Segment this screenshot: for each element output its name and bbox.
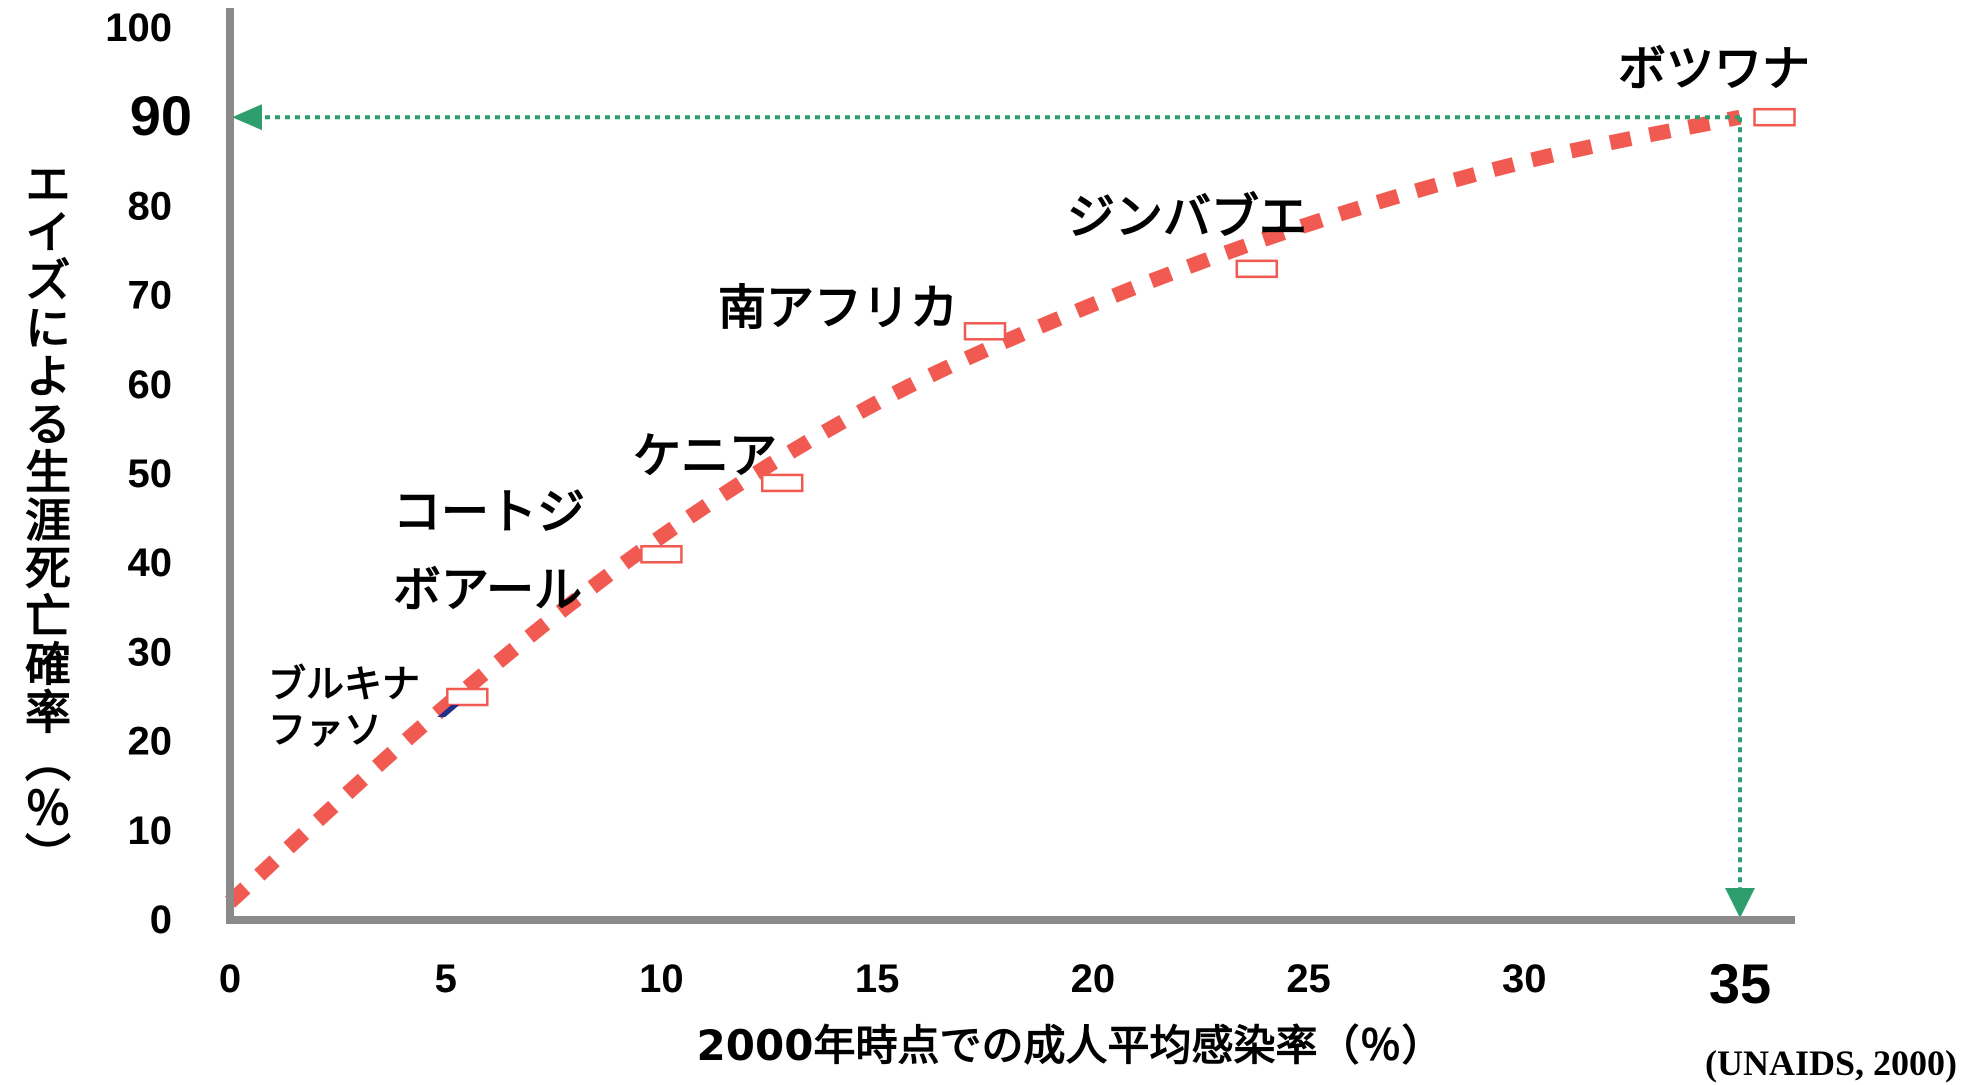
point-label: ブルキナ xyxy=(268,662,420,706)
data-point-marker xyxy=(446,687,489,707)
axes-layer xyxy=(226,8,1795,924)
y-tick-label: 100 xyxy=(105,6,172,50)
y-tick-label: 50 xyxy=(128,452,173,496)
x-tick-label: 15 xyxy=(855,957,900,1001)
point-label: ジンバブエ xyxy=(1067,189,1307,245)
x-tick-label: 10 xyxy=(639,957,684,1001)
x-axis-label: 2000年時点での成人平均感染率（％） xyxy=(696,1021,1444,1070)
point-label: ボアール xyxy=(393,562,582,618)
reference-lines-layer xyxy=(232,104,1755,918)
point-label: ケニア xyxy=(633,428,777,484)
y-tick-label: 0 xyxy=(150,898,172,942)
point-label: ボツワナ xyxy=(1618,41,1810,97)
y-tick-label: 90 xyxy=(130,84,192,147)
reference-arrow-down xyxy=(1725,888,1755,918)
x-tick-label: 20 xyxy=(1071,957,1116,1001)
x-tick-label: 5 xyxy=(435,957,457,1001)
y-tick-label: 10 xyxy=(128,809,173,853)
y-tick-label: 80 xyxy=(128,184,173,228)
y-tick-label: 20 xyxy=(128,720,173,764)
data-point-marker xyxy=(640,545,683,564)
x-tick-label: 35 xyxy=(1709,952,1771,1015)
y-tick-label: 30 xyxy=(128,630,173,674)
point-label: 南アフリカ xyxy=(718,280,958,336)
data-point-marker xyxy=(963,322,1007,341)
small-marker xyxy=(437,705,460,717)
y-tick-label: 40 xyxy=(128,541,173,585)
data-markers-layer xyxy=(437,107,1796,717)
x-tick-label: 0 xyxy=(219,957,241,1001)
x-tick-label: 30 xyxy=(1502,957,1547,1001)
reference-arrow-left xyxy=(232,104,262,131)
tick-labels-layer: 0 10 20 30 40 50 60 70 80 90 100 0 5 10 15 20 25 30 35 xyxy=(105,6,1771,1015)
y-axis-label: エイズによる生涯死亡確率（％） xyxy=(18,160,72,880)
y-tick-label: 60 xyxy=(128,363,173,407)
x-tick-label: 25 xyxy=(1286,957,1331,1001)
point-label: コートジ xyxy=(393,484,585,540)
source-citation: (UNAIDS, 2000) xyxy=(1705,1043,1957,1083)
y-tick-label: 70 xyxy=(128,274,173,318)
data-point-marker xyxy=(1753,107,1796,127)
data-point-marker xyxy=(1235,259,1279,279)
point-label: ファソ xyxy=(268,708,382,752)
data-point-marker xyxy=(760,473,804,493)
